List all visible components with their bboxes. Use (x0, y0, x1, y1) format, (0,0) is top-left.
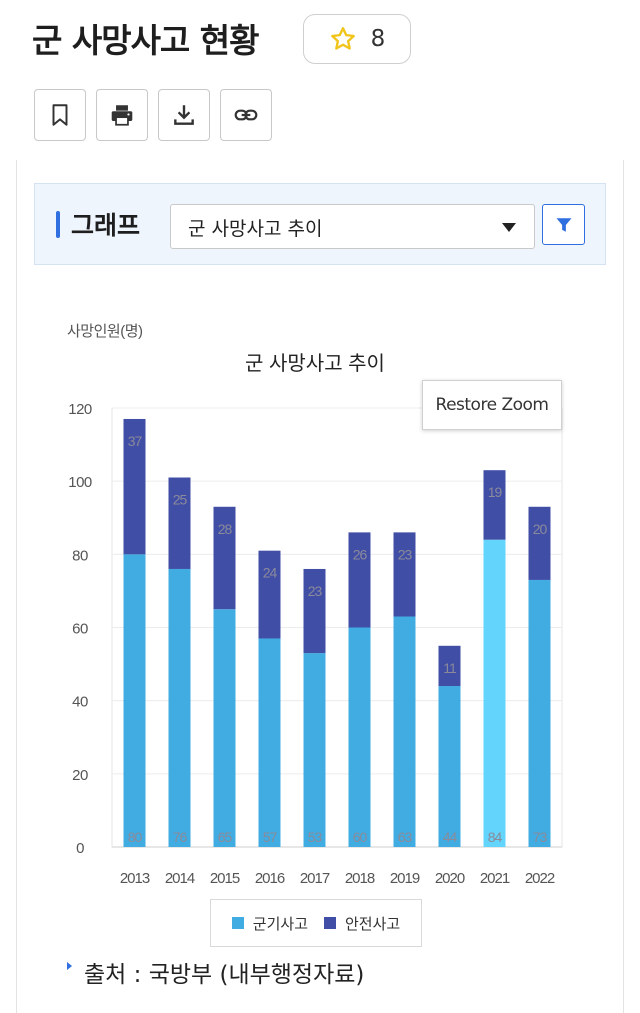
data-label: 26 (353, 546, 368, 562)
source-note: 출처 : 국방부 (내부행정자료) (84, 962, 365, 988)
page-title: 군 사망사고 현황 (32, 21, 259, 60)
data-label: 65 (218, 829, 233, 845)
card-border-right (623, 160, 624, 1013)
chart-title: 군 사망사고 추이 (245, 352, 385, 375)
y-axis-title: 사망인원(명) (67, 323, 143, 340)
legend-item[interactable]: 안전사고 (324, 913, 400, 934)
bookmark-button[interactable] (34, 89, 86, 141)
bookmark-icon (52, 104, 68, 126)
legend-label: 안전사고 (345, 914, 401, 933)
data-label: 73 (533, 829, 548, 845)
legend-swatch (324, 917, 336, 929)
bar-safety (213, 506, 236, 610)
x-tick-label: 2016 (255, 870, 285, 887)
chart-legend: 군기사고 안전사고 (210, 899, 422, 947)
legend-item[interactable]: 군기사고 (231, 913, 308, 934)
bar-safety (123, 418, 146, 555)
link-icon (234, 109, 258, 121)
star-outline-icon (330, 27, 355, 50)
x-tick-label: 2022 (525, 870, 555, 887)
link-button[interactable] (220, 89, 272, 141)
card-border-left (16, 160, 17, 1013)
x-tick-label: 2020 (435, 870, 465, 887)
y-tick-label: 40 (72, 694, 88, 711)
data-label: 19 (488, 484, 503, 500)
data-label: 24 (263, 565, 278, 581)
bar-military (213, 609, 236, 847)
y-tick-label: 0 (76, 840, 84, 857)
bar-military (483, 539, 506, 847)
graph-select-dropdown[interactable]: 군 사망사고 추이 (170, 204, 535, 249)
data-label: 44 (443, 829, 458, 845)
y-tick-label: 20 (72, 767, 88, 784)
print-button[interactable] (96, 89, 148, 141)
y-tick-label: 100 (68, 474, 92, 491)
x-tick-label: 2021 (480, 870, 510, 887)
toolbar (34, 89, 272, 141)
legend-swatch (231, 917, 244, 929)
chevron-down-icon (502, 223, 516, 232)
x-tick-label: 2013 (120, 870, 150, 887)
bar-safety (168, 477, 191, 569)
filter-icon (556, 217, 571, 232)
restore-zoom-button[interactable]: Restore Zoom (422, 380, 562, 430)
bar-military (303, 653, 326, 847)
graph-select-value: 군 사망사고 추이 (188, 218, 323, 240)
data-label: 11 (443, 660, 457, 676)
x-tick-label: 2015 (210, 870, 240, 887)
bar-safety (528, 506, 551, 580)
favorite-count: 8 (370, 26, 386, 52)
bar-military (258, 638, 281, 847)
x-tick-label: 2018 (345, 870, 375, 887)
legend-label: 군기사고 (252, 914, 308, 933)
bar-military (123, 554, 146, 847)
bar-military (348, 627, 371, 847)
download-icon (174, 105, 194, 125)
x-tick-label: 2014 (165, 870, 195, 887)
title-accent-bar (56, 211, 60, 238)
y-tick-label: 120 (68, 401, 92, 418)
bar-military (438, 686, 461, 847)
filter-button[interactable] (542, 204, 585, 245)
bar-safety (303, 568, 326, 654)
data-label: 76 (173, 829, 188, 845)
data-label: 37 (128, 433, 143, 449)
download-button[interactable] (158, 89, 210, 141)
data-label: 80 (128, 829, 143, 845)
y-tick-label: 80 (72, 547, 88, 564)
bar-military (168, 568, 191, 847)
data-label: 63 (398, 829, 413, 845)
bar-military (528, 579, 551, 847)
data-label: 23 (308, 583, 323, 599)
bar-military (393, 616, 416, 847)
source-bullet-icon (67, 962, 72, 970)
bar-safety (393, 532, 416, 617)
x-tick-label: 2017 (300, 870, 330, 887)
graph-panel-header: 그래프 군 사망사고 추이 (34, 183, 606, 265)
data-label: 25 (173, 492, 188, 508)
print-icon (111, 105, 133, 126)
y-tick-label: 60 (72, 621, 88, 638)
data-label: 84 (488, 829, 503, 845)
data-label: 57 (263, 829, 278, 845)
x-tick-label: 2019 (390, 870, 420, 887)
graph-panel-title: 그래프 (71, 211, 141, 240)
bar-safety (438, 645, 461, 687)
bar-safety (258, 550, 281, 639)
data-label: 20 (533, 521, 548, 537)
bar-safety (348, 532, 371, 628)
data-label: 53 (308, 829, 323, 845)
favorite-button[interactable]: 8 (303, 14, 411, 64)
data-label: 23 (398, 546, 413, 562)
bar-safety (483, 470, 506, 540)
data-label: 60 (353, 829, 368, 845)
data-label: 28 (218, 521, 233, 537)
